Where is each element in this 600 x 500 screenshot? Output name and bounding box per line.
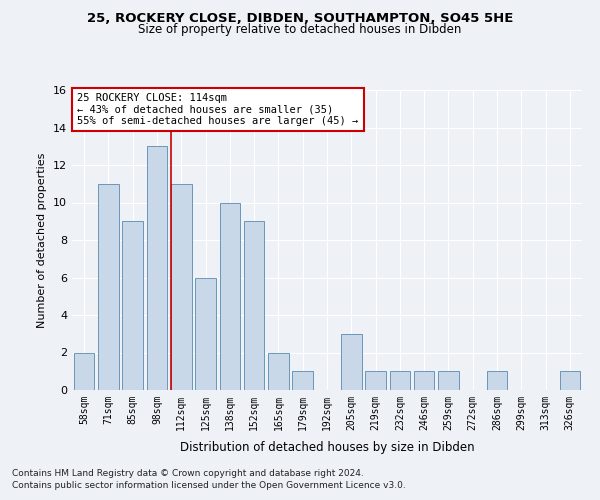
Bar — [487, 371, 508, 390]
Text: Contains HM Land Registry data © Crown copyright and database right 2024.: Contains HM Land Registry data © Crown c… — [12, 468, 364, 477]
Bar — [438, 371, 459, 390]
Bar — [146, 146, 167, 390]
Bar — [74, 352, 94, 390]
Bar — [414, 371, 434, 390]
Bar — [365, 371, 386, 390]
Text: Size of property relative to detached houses in Dibden: Size of property relative to detached ho… — [139, 22, 461, 36]
Text: Contains public sector information licensed under the Open Government Licence v3: Contains public sector information licen… — [12, 481, 406, 490]
Text: 25 ROCKERY CLOSE: 114sqm
← 43% of detached houses are smaller (35)
55% of semi-d: 25 ROCKERY CLOSE: 114sqm ← 43% of detach… — [77, 93, 358, 126]
Bar — [389, 371, 410, 390]
Bar — [292, 371, 313, 390]
Bar — [98, 184, 119, 390]
Y-axis label: Number of detached properties: Number of detached properties — [37, 152, 47, 328]
X-axis label: Distribution of detached houses by size in Dibden: Distribution of detached houses by size … — [179, 441, 475, 454]
Bar — [195, 278, 216, 390]
Bar — [268, 352, 289, 390]
Bar — [560, 371, 580, 390]
Bar — [171, 184, 191, 390]
Bar — [220, 202, 240, 390]
Bar — [341, 334, 362, 390]
Bar — [244, 221, 265, 390]
Bar — [122, 221, 143, 390]
Text: 25, ROCKERY CLOSE, DIBDEN, SOUTHAMPTON, SO45 5HE: 25, ROCKERY CLOSE, DIBDEN, SOUTHAMPTON, … — [87, 12, 513, 26]
